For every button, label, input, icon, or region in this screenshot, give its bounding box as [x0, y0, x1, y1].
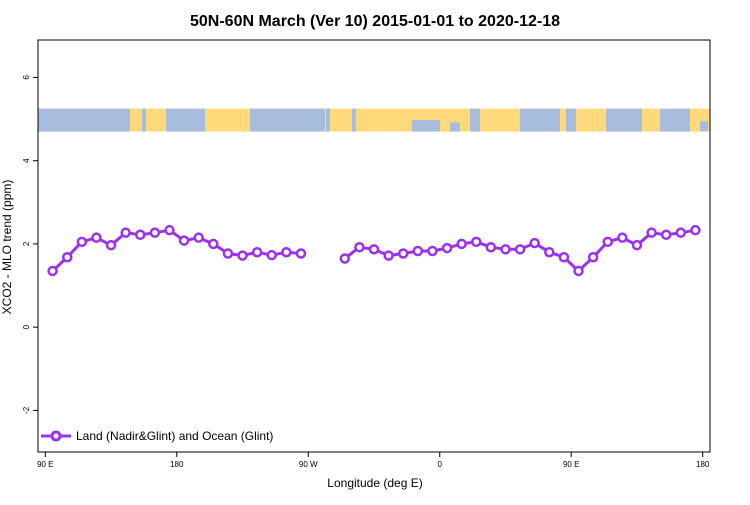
map-band-ocean — [352, 108, 356, 132]
plot-frame — [37, 39, 711, 453]
x-tick-label: 180 — [170, 460, 184, 469]
chart-title: 50N-60N March (Ver 10) 2015-01-01 to 202… — [190, 13, 560, 30]
map-band-ocean — [606, 108, 642, 132]
world-map-band — [38, 108, 710, 132]
map-band-ocean — [176, 117, 188, 132]
map-band-ocean — [412, 120, 440, 132]
data-point — [339, 253, 351, 264]
data-point — [456, 238, 467, 250]
data-point — [412, 245, 424, 257]
data-point — [47, 265, 58, 277]
map-band-ocean — [660, 108, 690, 132]
data-point — [544, 246, 555, 258]
axes-layer: 90 E 180 90 W 0 90 E 180 -2 0 2 4 6 — [22, 39, 711, 469]
data-point — [105, 239, 117, 251]
data-point — [558, 251, 570, 263]
y-tick-label: 6 — [22, 75, 31, 80]
data-point — [178, 235, 190, 246]
x-axis-label: Longitude (deg E) — [327, 476, 422, 490]
x-tick-label: 180 — [696, 460, 710, 469]
map-band-ocean — [566, 108, 576, 132]
data-point — [573, 265, 584, 277]
y-axis-label: XCO2 - MLO trend (ppm) — [0, 180, 14, 315]
data-point — [120, 227, 131, 238]
data-point — [354, 241, 365, 253]
legend: Land (Nadir&Glint) and Ocean (Glint) — [41, 429, 273, 443]
map-band-ocean — [110, 123, 118, 132]
data-point — [471, 236, 482, 248]
map-band-ocean — [450, 122, 460, 132]
y-tick-label: 4 — [22, 158, 31, 163]
series-layer — [47, 224, 701, 277]
data-point — [675, 227, 687, 238]
data-point — [514, 244, 526, 255]
map-band-ocean — [326, 108, 330, 132]
x-tick-label: 90 E — [37, 460, 53, 469]
data-point — [441, 242, 453, 254]
data-point — [193, 232, 204, 243]
map-band-ocean — [142, 108, 146, 132]
y-tick-label: -2 — [22, 406, 31, 414]
map-band-ocean — [38, 108, 130, 132]
data-point — [251, 246, 263, 258]
x-tick-label: 90 W — [299, 460, 318, 469]
data-point — [383, 250, 394, 261]
legend-label: Land (Nadir&Glint) and Ocean (Glint) — [76, 429, 273, 443]
x-tick-label: 0 — [438, 460, 443, 469]
data-point — [587, 251, 599, 263]
y-tick-label: 2 — [22, 241, 31, 246]
map-band-ocean — [520, 108, 560, 132]
data-point — [164, 224, 175, 236]
x-tick-label: 90 E — [563, 460, 579, 469]
data-point — [91, 232, 102, 243]
data-point — [602, 236, 613, 248]
data-point — [295, 248, 307, 259]
data-point — [208, 238, 219, 250]
data-point — [690, 224, 701, 236]
data-point — [646, 227, 657, 238]
data-point — [397, 248, 409, 259]
data-point — [427, 245, 438, 257]
data-point — [529, 237, 540, 249]
data-point — [266, 249, 277, 261]
data-point — [222, 248, 234, 259]
data-point — [76, 236, 88, 248]
data-point — [237, 250, 248, 261]
legend-point-marker — [50, 430, 62, 442]
data-point — [368, 244, 380, 255]
map-band-ocean — [700, 121, 708, 132]
data-point — [617, 232, 628, 243]
data-point — [631, 239, 643, 251]
y-tick-label: 0 — [22, 324, 31, 329]
data-point — [135, 229, 146, 241]
data-point — [281, 246, 292, 258]
data-point — [149, 227, 161, 238]
series-line — [51, 228, 302, 273]
map-band-ocean — [470, 108, 480, 132]
data-point — [500, 244, 511, 255]
data-point — [485, 241, 497, 253]
data-point — [660, 229, 672, 241]
data-point — [61, 251, 73, 263]
map-band-ocean — [250, 108, 325, 132]
